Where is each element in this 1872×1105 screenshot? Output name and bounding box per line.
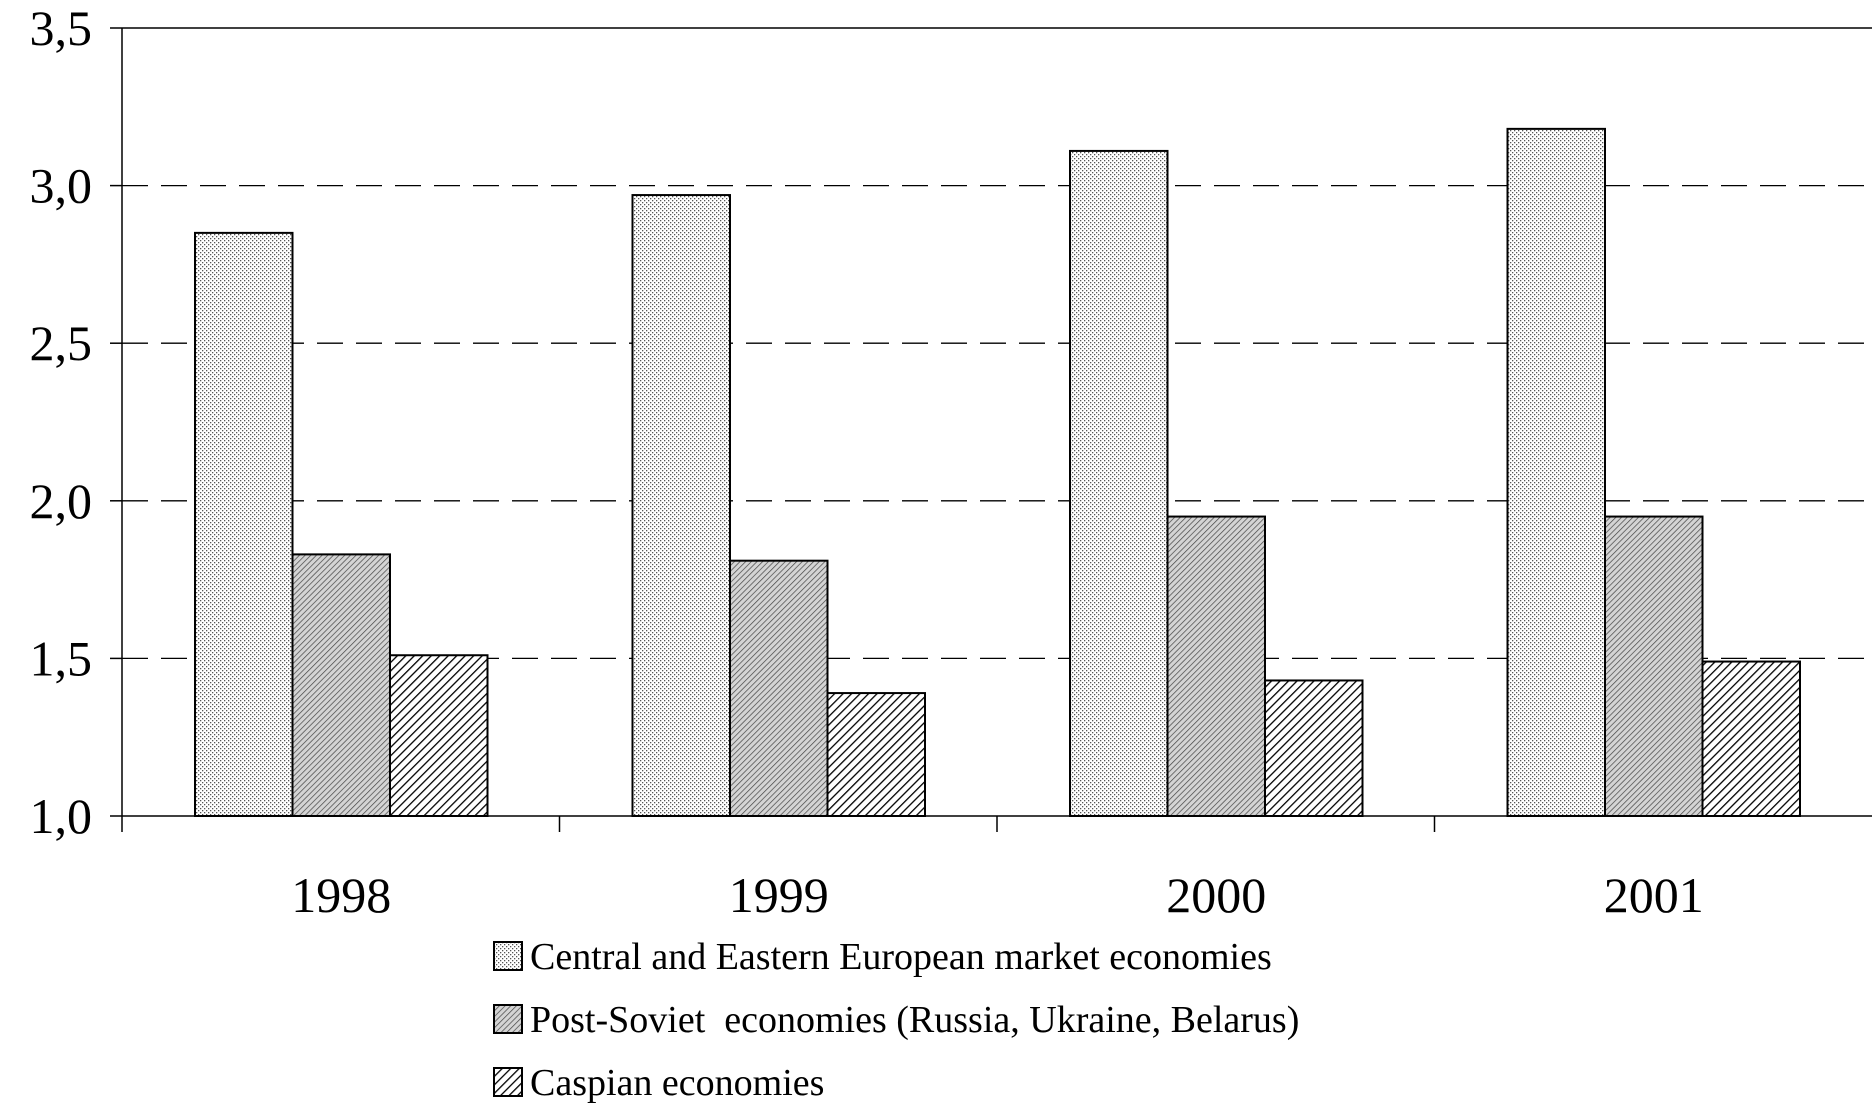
y-tick-label: 2,5 [30, 315, 93, 371]
y-tick-label: 3,5 [30, 0, 93, 56]
y-axis-ticks: 1,0 1,5 2,0 2,5 3,0 3,5 [30, 0, 122, 844]
x-category-label: 2000 [1166, 867, 1266, 923]
x-category-label: 2001 [1604, 867, 1704, 923]
bar-2001-series-1 [1506, 127, 1606, 817]
legend-swatch [493, 941, 523, 971]
y-tick-label: 2,0 [30, 473, 93, 529]
bar-1998-series-3 [389, 654, 489, 817]
bar-2000-series-2 [1166, 515, 1266, 817]
bar-1999-series-3 [826, 692, 926, 818]
x-category-label: 1998 [291, 867, 391, 923]
bar-2000-series-1 [1069, 149, 1169, 818]
bar-2001-series-2 [1604, 515, 1704, 817]
x-category-label: 1999 [729, 867, 829, 923]
legend: Central and Eastern European market econ… [493, 936, 1299, 1104]
bar-1999-series-2 [729, 559, 829, 817]
y-tick-label: 1,5 [30, 630, 93, 686]
bar-1998-series-2 [291, 553, 391, 817]
bar-1998-series-1 [194, 231, 294, 817]
legend-swatch [493, 1004, 523, 1034]
y-tick-label: 3,0 [30, 158, 93, 214]
y-tick-label: 1,0 [30, 788, 93, 844]
bar-2000-series-3 [1264, 679, 1364, 817]
legend-swatch [493, 1067, 523, 1097]
legend-label: Central and Eastern European market econ… [530, 936, 1272, 978]
bar-1999-series-1 [631, 194, 731, 817]
bar-2001-series-3 [1701, 660, 1801, 817]
legend-label: Post-Soviet economies (Russia, Ukraine, … [530, 999, 1299, 1041]
legend-label: Caspian economies [530, 1062, 824, 1104]
x-axis-labels: 1998 1999 2000 2001 [291, 867, 1704, 923]
bars [194, 127, 1801, 818]
